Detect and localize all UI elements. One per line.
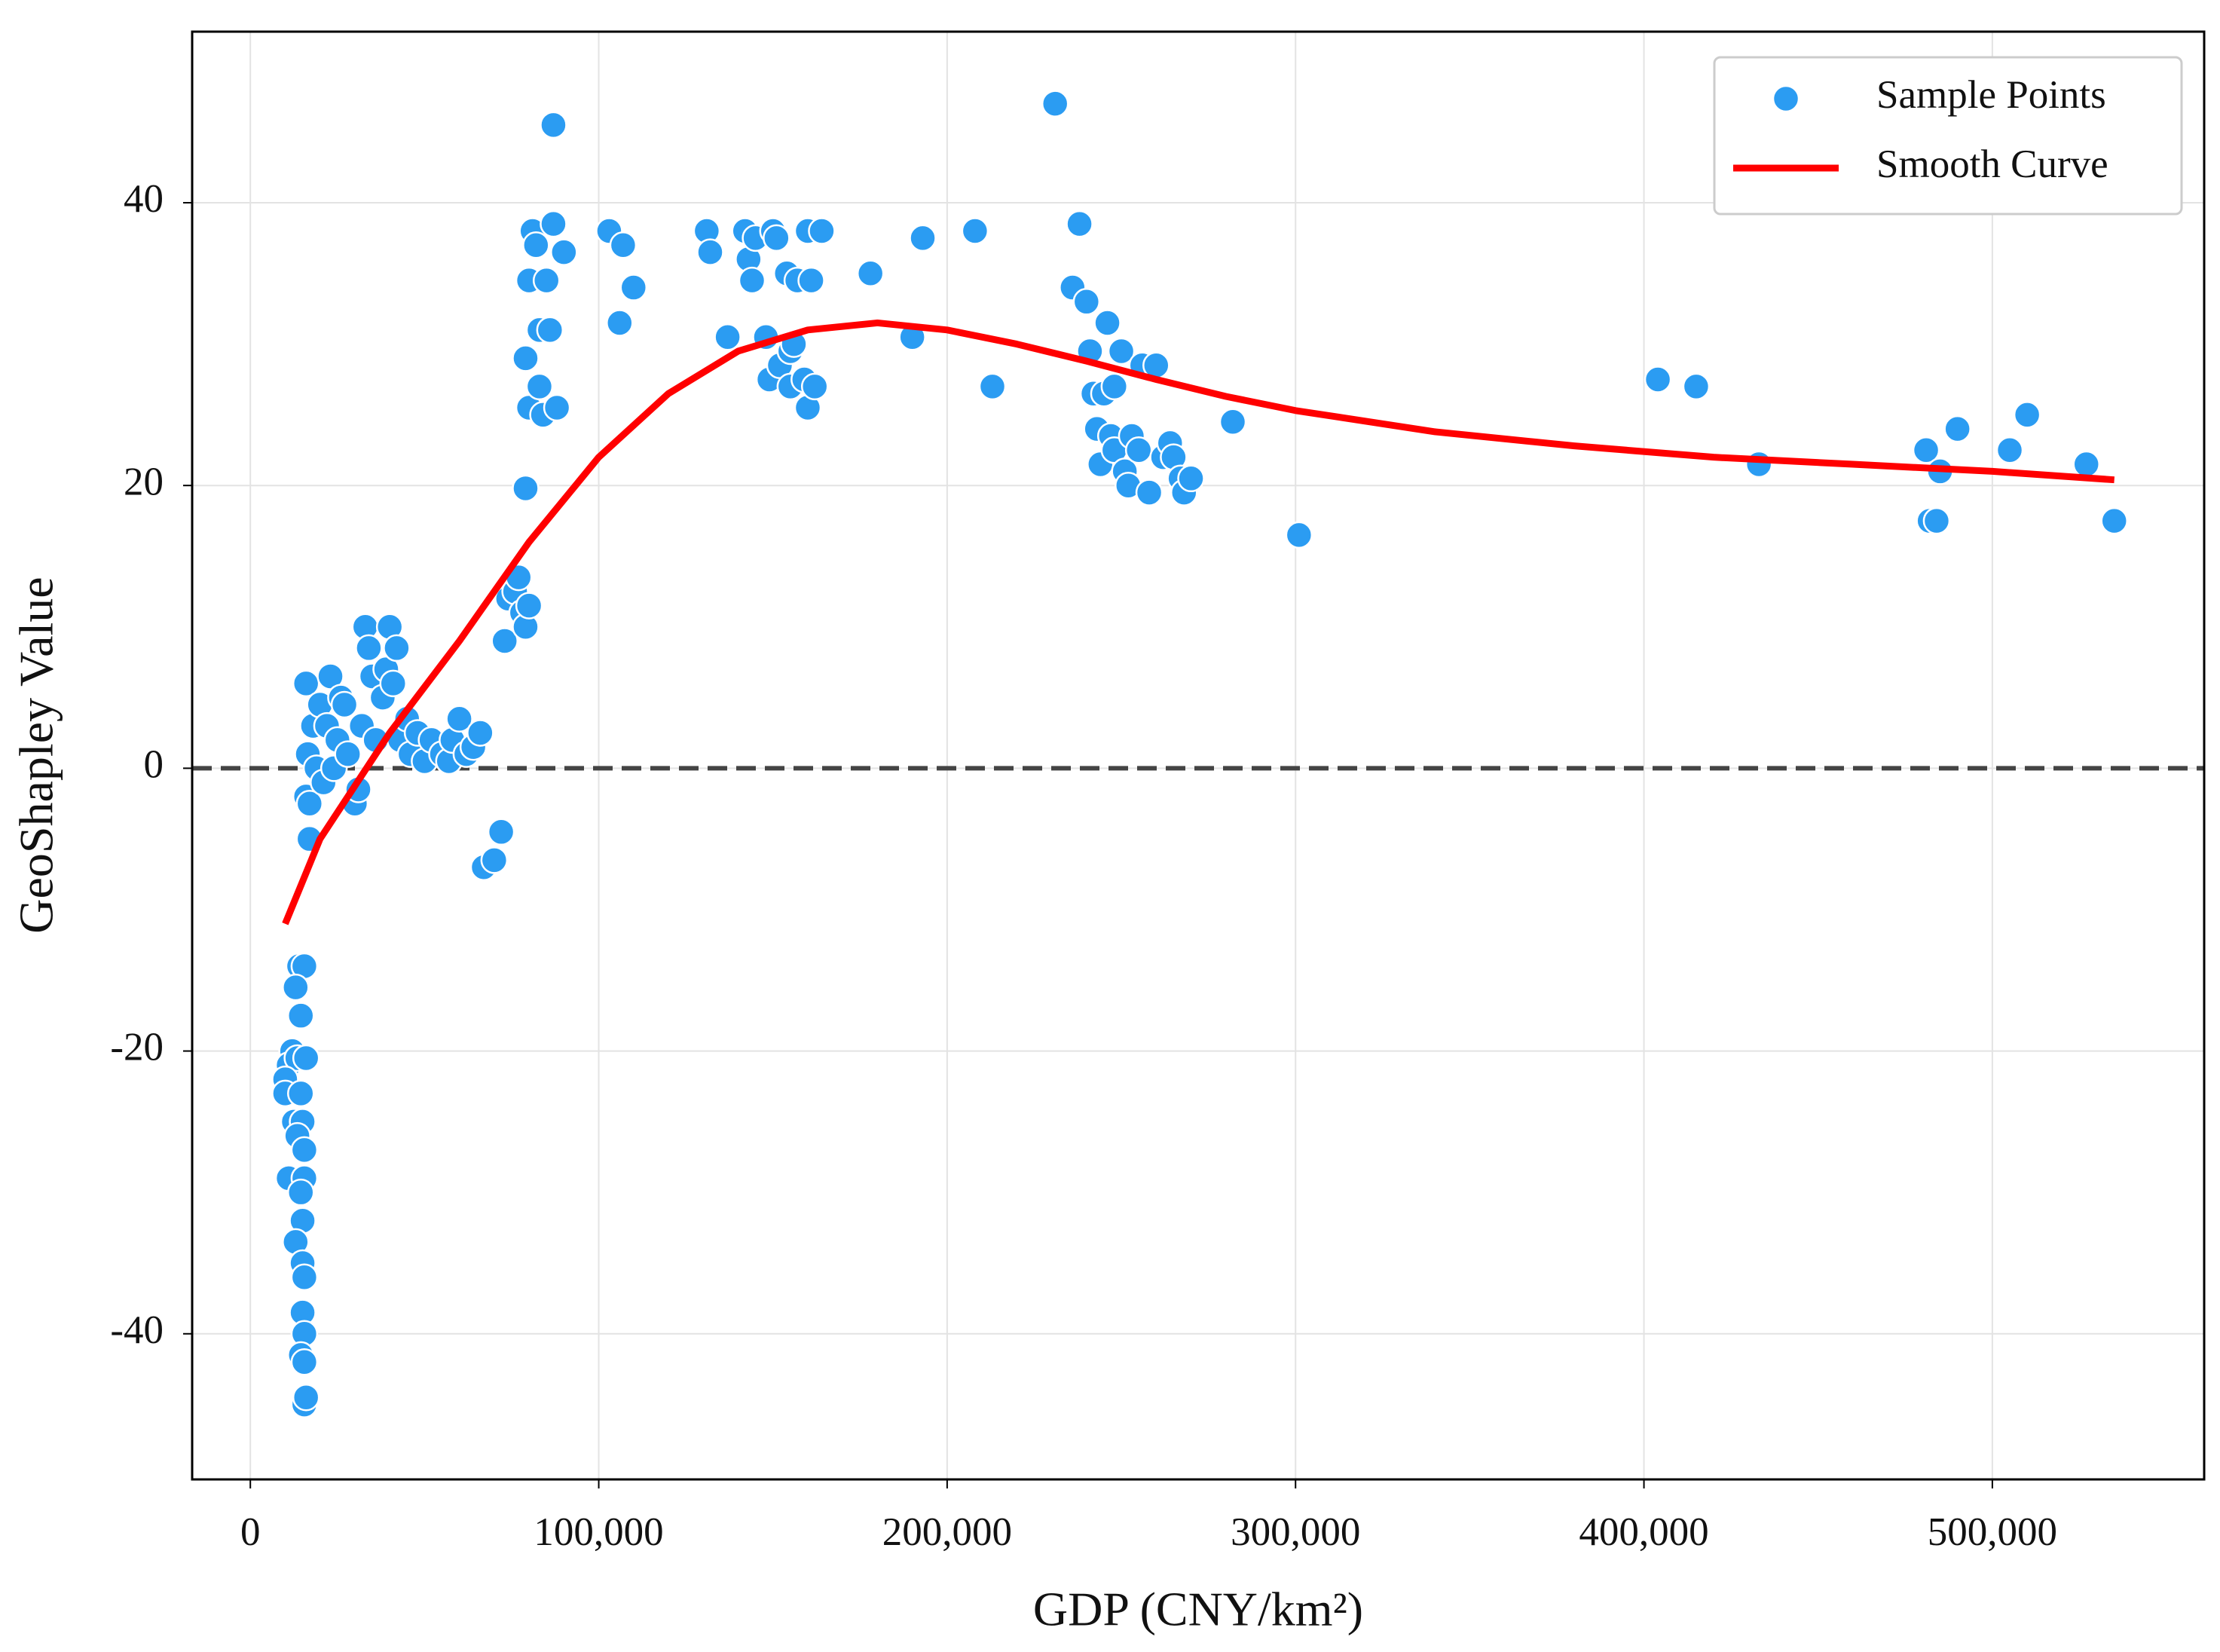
sample-point [856, 259, 885, 288]
sample-point [1066, 210, 1093, 238]
sample-point [522, 231, 550, 259]
y-tick-label: -40 [110, 1308, 164, 1352]
legend-marker [1772, 84, 1800, 113]
sample-point [978, 372, 1007, 401]
legend-label: Sample Points [1876, 73, 2106, 117]
sample-point [286, 1079, 315, 1108]
sample-point [1922, 506, 1951, 535]
sample-point [355, 634, 383, 662]
sample-point [800, 372, 829, 401]
sample-point [961, 217, 989, 245]
x-axis-label: GDP (CNY/km²) [1033, 1583, 1363, 1636]
sample-point [512, 344, 540, 372]
sample-point [536, 316, 564, 344]
sample-point [808, 217, 836, 245]
sample-point [466, 719, 494, 747]
sample-point [714, 323, 742, 351]
sample-point [480, 846, 509, 874]
x-tick-label: 200,000 [882, 1510, 1012, 1554]
legend-label: Smooth Curve [1876, 142, 2108, 186]
sample-point [383, 634, 411, 662]
sample-point [1285, 521, 1313, 549]
sample-point [1745, 450, 1773, 479]
sample-point [512, 474, 540, 503]
sample-point [738, 266, 766, 295]
sample-point [763, 224, 790, 252]
sample-point [334, 740, 362, 768]
y-tick-label: 40 [124, 177, 164, 221]
sample-point [1107, 337, 1136, 366]
sample-point [696, 238, 724, 266]
sample-point [550, 238, 578, 266]
sample-point [1072, 288, 1101, 316]
y-axis-label: GeoShapley Value [10, 577, 63, 933]
sample-point [1093, 309, 1121, 337]
sample-point [330, 690, 359, 719]
y-tick-label: 0 [144, 743, 164, 787]
y-tick-label: -20 [110, 1026, 164, 1069]
sample-point [2072, 450, 2100, 479]
sample-point [290, 1263, 319, 1291]
sample-point [540, 210, 567, 238]
sample-point [292, 1044, 320, 1072]
plot-frame [191, 30, 2206, 1481]
sample-point [619, 274, 648, 301]
sample-point [290, 1136, 319, 1164]
x-tick-label: 100,000 [534, 1510, 663, 1554]
sample-point [1100, 372, 1129, 401]
sample-point [1041, 90, 1069, 118]
sample-point [540, 111, 567, 139]
legend-box [1713, 56, 2183, 216]
smooth-curve [282, 319, 2115, 925]
sample-point [609, 231, 638, 259]
sample-point [909, 224, 937, 252]
sample-point [295, 790, 324, 818]
sample-point [491, 627, 518, 655]
sample-point [445, 705, 473, 733]
sample-point [515, 592, 543, 620]
sample-point [525, 372, 554, 401]
sample-point [379, 669, 408, 698]
sample-point [532, 266, 561, 295]
sample-point [487, 818, 515, 846]
x-tick-label: 300,000 [1231, 1510, 1360, 1554]
x-tick-label: 500,000 [1928, 1510, 2057, 1554]
sample-point [2100, 506, 2128, 535]
sample-point [292, 1383, 320, 1412]
sample-point [1644, 366, 1672, 393]
x-tick-label: 0 [240, 1510, 261, 1554]
x-tick-label: 400,000 [1579, 1510, 1708, 1554]
y-tick-label: 20 [124, 460, 164, 503]
sample-point [282, 973, 310, 1002]
sample-point [1124, 436, 1153, 464]
sample-point [606, 309, 634, 337]
sample-point [1219, 408, 1247, 436]
sample-point [290, 1348, 319, 1376]
sample-point [1995, 436, 2024, 464]
sample-point [1177, 464, 1205, 493]
sample-point [286, 1002, 315, 1029]
sample-point [286, 1178, 315, 1207]
sample-point [1135, 479, 1164, 506]
sample-point [797, 266, 825, 295]
sample-point [2013, 401, 2041, 429]
sample-point [543, 393, 571, 422]
sample-point [1912, 436, 1940, 464]
sample-point [1943, 415, 1971, 443]
sample-point [1682, 372, 1711, 401]
